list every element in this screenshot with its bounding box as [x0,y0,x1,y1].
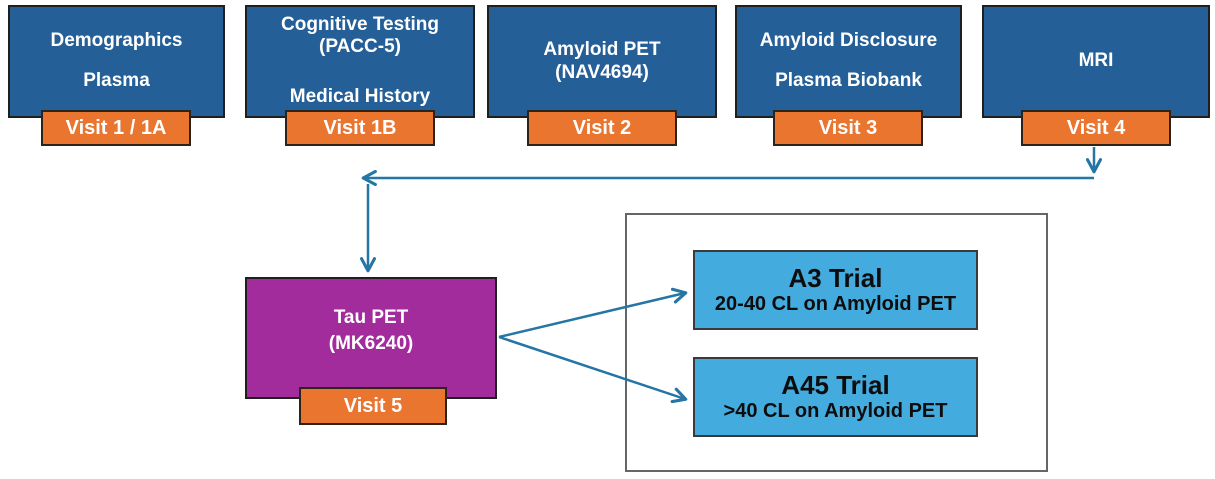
stage-line: Medical History [289,85,431,107]
stage-line: MRI [1078,50,1114,72]
visit-label: Visit 5 [343,394,403,417]
trial-criteria: 20-40 CL on Amyloid PET [714,293,957,316]
trial-criteria: >40 CL on Amyloid PET [723,400,948,423]
tau-pet-box: Tau PET (MK6240) [245,277,497,399]
stage-line: (NAV4694) [555,61,649,83]
visit-badge-2: Visit 1B [285,110,435,146]
visit-label: Visit 1B [323,116,397,139]
stage-box-cognitive-testing: Cognitive Testing (PACC-5) Medical Histo… [245,5,475,118]
stage-line: Plasma [83,70,150,92]
stage-line: Demographics [50,30,183,52]
stage-line: Plasma Biobank [775,70,922,92]
visit-badge-4: Visit 3 [773,110,923,146]
visit-label: Visit 4 [1066,116,1126,139]
stage-box-amyloid-pet: Amyloid PET (NAV4694) [487,5,717,118]
stage-box-amyloid-disclosure: Amyloid Disclosure Plasma Biobank [735,5,962,118]
trial-box-a45: A45 Trial >40 CL on Amyloid PET [693,357,978,437]
visit-label: Visit 2 [572,116,632,139]
visit-label: Visit 1 / 1A [65,116,167,139]
tau-pet-line: Tau PET [333,307,409,329]
tau-pet-line: (MK6240) [328,333,414,354]
stage-line: Amyloid Disclosure [759,30,938,52]
stage-line: Cognitive Testing [281,14,439,35]
stage-line: Amyloid PET [543,39,661,61]
visit-badge-3: Visit 2 [527,110,677,146]
stage-line: (PACC-5) [319,36,401,58]
visit-badge-1: Visit 1 / 1A [41,110,191,146]
stage-box-demographics-plasma: Demographics Plasma [8,5,225,118]
visit-badge-5: Visit 4 [1021,110,1171,146]
trial-title: A45 Trial [781,369,890,400]
stage-box-mri: MRI [982,5,1210,118]
stage-line-group: Cognitive Testing (PACC-5) [249,14,471,59]
visit-label: Visit 3 [818,116,878,139]
trial-title: A3 Trial [788,262,883,293]
trial-box-a3: A3 Trial 20-40 CL on Amyloid PET [693,250,978,330]
visit-badge-6: Visit 5 [299,387,447,425]
